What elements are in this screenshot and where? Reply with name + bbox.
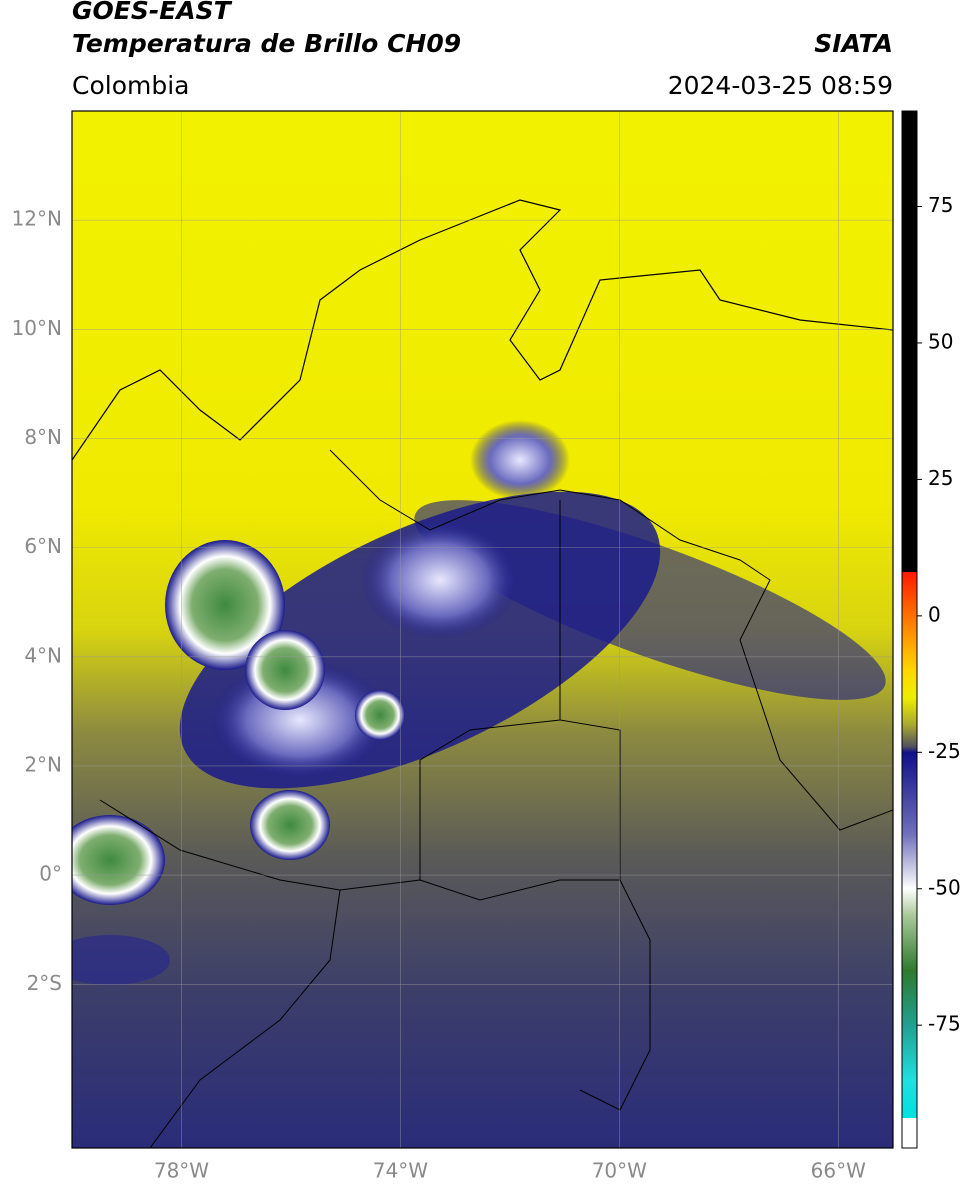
colorbar-tick-label: 0 <box>928 602 941 626</box>
lat-tick-label: 2°N <box>24 752 62 776</box>
datetime: 2024-03-25 08:59 <box>668 71 893 100</box>
map-frame <box>71 110 894 1149</box>
colorbar-tick-label: 25 <box>928 466 953 490</box>
lat-tick-label: 0° <box>39 862 62 886</box>
lat-tick-label: 6°N <box>24 534 62 558</box>
colorbar-tick-label: 50 <box>928 329 953 353</box>
colorbar <box>901 110 918 1149</box>
lat-tick-label: 2°S <box>27 971 62 995</box>
lon-tick-label: 66°W <box>811 1159 866 1183</box>
lon-tick-label: 70°W <box>592 1159 647 1183</box>
lat-tick-label: 8°N <box>24 425 62 449</box>
agency: SIATA <box>814 29 893 58</box>
satellite-image <box>72 111 893 1148</box>
lon-tick-label: 78°W <box>154 1159 209 1183</box>
region: Colombia <box>72 71 189 100</box>
satellite: GOES-EAST <box>72 0 233 25</box>
colorbar-tick-label: -50 <box>928 875 961 899</box>
colorbar-tick-label: -75 <box>928 1012 961 1036</box>
lat-tick-label: 12°N <box>12 207 62 231</box>
lon-tick-label: 74°W <box>373 1159 428 1183</box>
colorbar-tick-label: 75 <box>928 193 953 217</box>
lat-tick-label: 4°N <box>24 643 62 667</box>
product: Temperatura de Brillo CH09 <box>72 29 461 58</box>
colorbar-tick-label: -25 <box>928 739 961 763</box>
lat-tick-label: 10°N <box>12 316 62 340</box>
